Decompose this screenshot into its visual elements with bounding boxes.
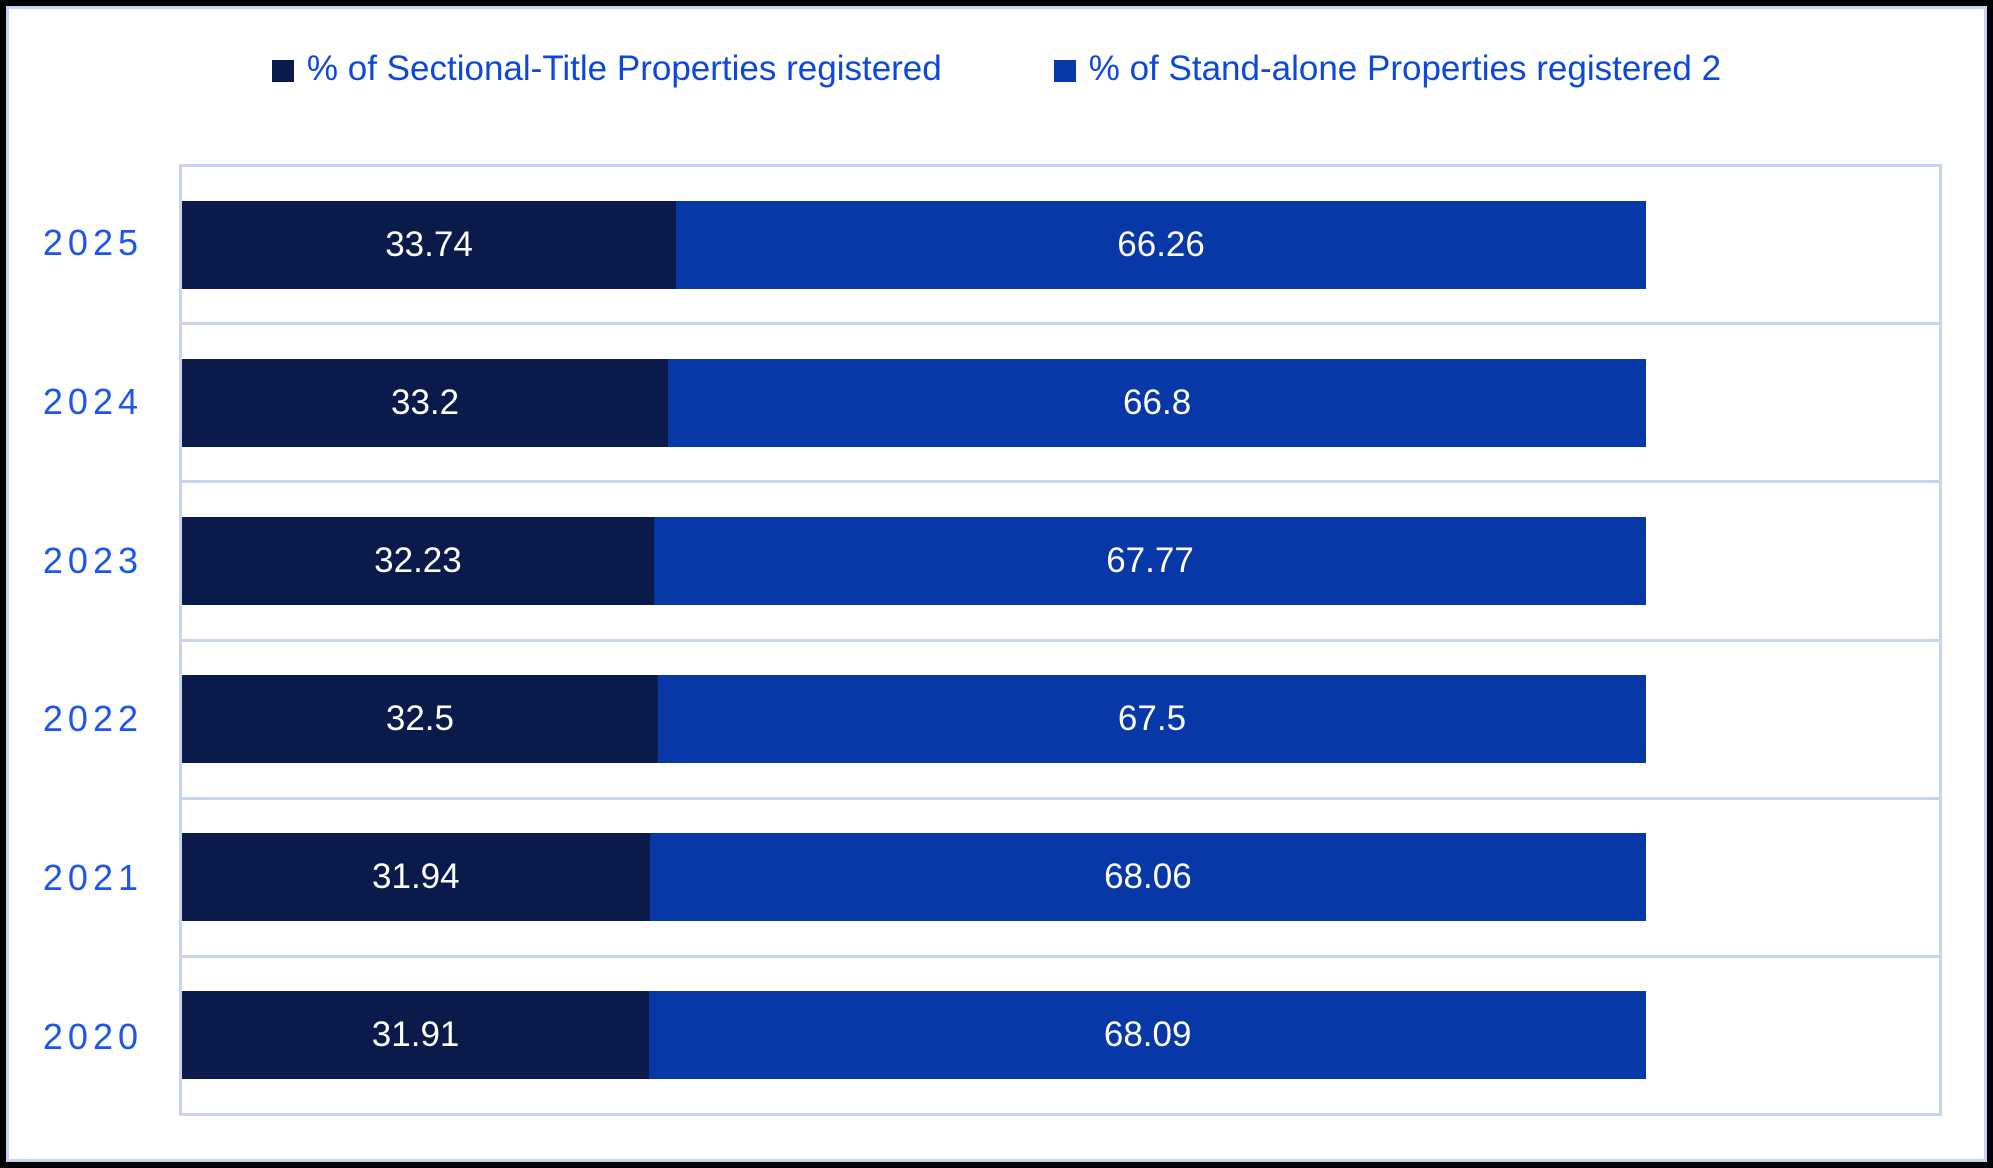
stacked-bar: 31.91 68.09 bbox=[182, 991, 1647, 1080]
legend-item-standalone[interactable]: % of Stand-alone Properties registered 2 bbox=[1053, 49, 1722, 89]
bar-segment-standalone[interactable]: 68.09 bbox=[649, 991, 1647, 1080]
value-label: 67.77 bbox=[1106, 540, 1194, 580]
value-label: 66.8 bbox=[1123, 382, 1192, 422]
legend-swatch-sectional-icon bbox=[271, 59, 294, 82]
value-label: 66.26 bbox=[1117, 224, 1205, 264]
plot-area: 33.74 66.26 33.2 66.8 32.23 67.77 32.5 67.5 31.9… bbox=[179, 164, 1942, 1116]
value-label: 31.91 bbox=[371, 1015, 460, 1055]
bar-segment-sectional[interactable]: 32.5 bbox=[182, 675, 658, 764]
category-band: 33.74 66.26 bbox=[182, 167, 1939, 326]
stacked-bar: 32.5 67.5 bbox=[182, 675, 1647, 764]
category-label: 2024 bbox=[42, 381, 143, 422]
legend-label-standalone: % of Stand-alone Properties registered 2 bbox=[1088, 49, 1722, 88]
value-label: 31.94 bbox=[372, 857, 460, 897]
bar-segment-sectional[interactable]: 32.23 bbox=[182, 516, 654, 605]
value-label: 33.2 bbox=[390, 382, 460, 422]
stacked-bar: 33.2 66.8 bbox=[182, 358, 1647, 447]
category-label: 2025 bbox=[42, 222, 143, 264]
bar-segment-standalone[interactable]: 68.06 bbox=[649, 833, 1647, 922]
bar-segment-sectional[interactable]: 33.2 bbox=[182, 358, 669, 447]
chart-legend: % of Sectional-Title Properties register… bbox=[9, 49, 1984, 89]
stacked-bar: 31.94 68.06 bbox=[182, 833, 1647, 922]
category-band: 31.94 68.06 bbox=[182, 800, 1939, 958]
category-band: 31.91 68.09 bbox=[182, 958, 1939, 1113]
category-band: 32.5 67.5 bbox=[182, 642, 1939, 800]
value-label: 32.23 bbox=[374, 540, 462, 580]
bar-segment-sectional[interactable]: 33.74 bbox=[182, 200, 676, 289]
bar-segment-standalone[interactable]: 66.8 bbox=[668, 358, 1647, 447]
category-label: 2022 bbox=[42, 698, 143, 740]
category-label: 2023 bbox=[42, 539, 143, 581]
chart-frame: % of Sectional-Title Properties register… bbox=[6, 6, 1987, 1162]
value-label: 68.09 bbox=[1103, 1015, 1192, 1055]
value-label: 68.06 bbox=[1104, 857, 1192, 897]
legend-item-sectional[interactable]: % of Sectional-Title Properties register… bbox=[271, 49, 942, 89]
category-band: 32.23 67.77 bbox=[182, 483, 1939, 642]
bar-segment-standalone[interactable]: 67.5 bbox=[657, 675, 1647, 764]
category-label: 2020 bbox=[42, 1015, 143, 1057]
value-label: 32.5 bbox=[385, 699, 454, 739]
value-label: 33.74 bbox=[385, 224, 473, 264]
category-band: 33.2 66.8 bbox=[182, 325, 1939, 484]
category-axis: 2025 2024 2023 2022 2021 2020 bbox=[9, 164, 179, 1116]
bar-segment-sectional[interactable]: 31.94 bbox=[182, 833, 650, 922]
stacked-bar: 32.23 67.77 bbox=[182, 516, 1647, 605]
value-label: 67.5 bbox=[1117, 699, 1187, 739]
bar-segment-sectional[interactable]: 31.91 bbox=[182, 991, 650, 1080]
legend-label-sectional: % of Sectional-Title Properties register… bbox=[306, 49, 942, 88]
legend-swatch-standalone-icon bbox=[1053, 59, 1076, 82]
stacked-bar: 33.74 66.26 bbox=[182, 200, 1647, 289]
bar-segment-standalone[interactable]: 66.26 bbox=[676, 200, 1647, 289]
category-label: 2021 bbox=[42, 857, 143, 899]
bar-segment-standalone[interactable]: 67.77 bbox=[653, 516, 1647, 605]
